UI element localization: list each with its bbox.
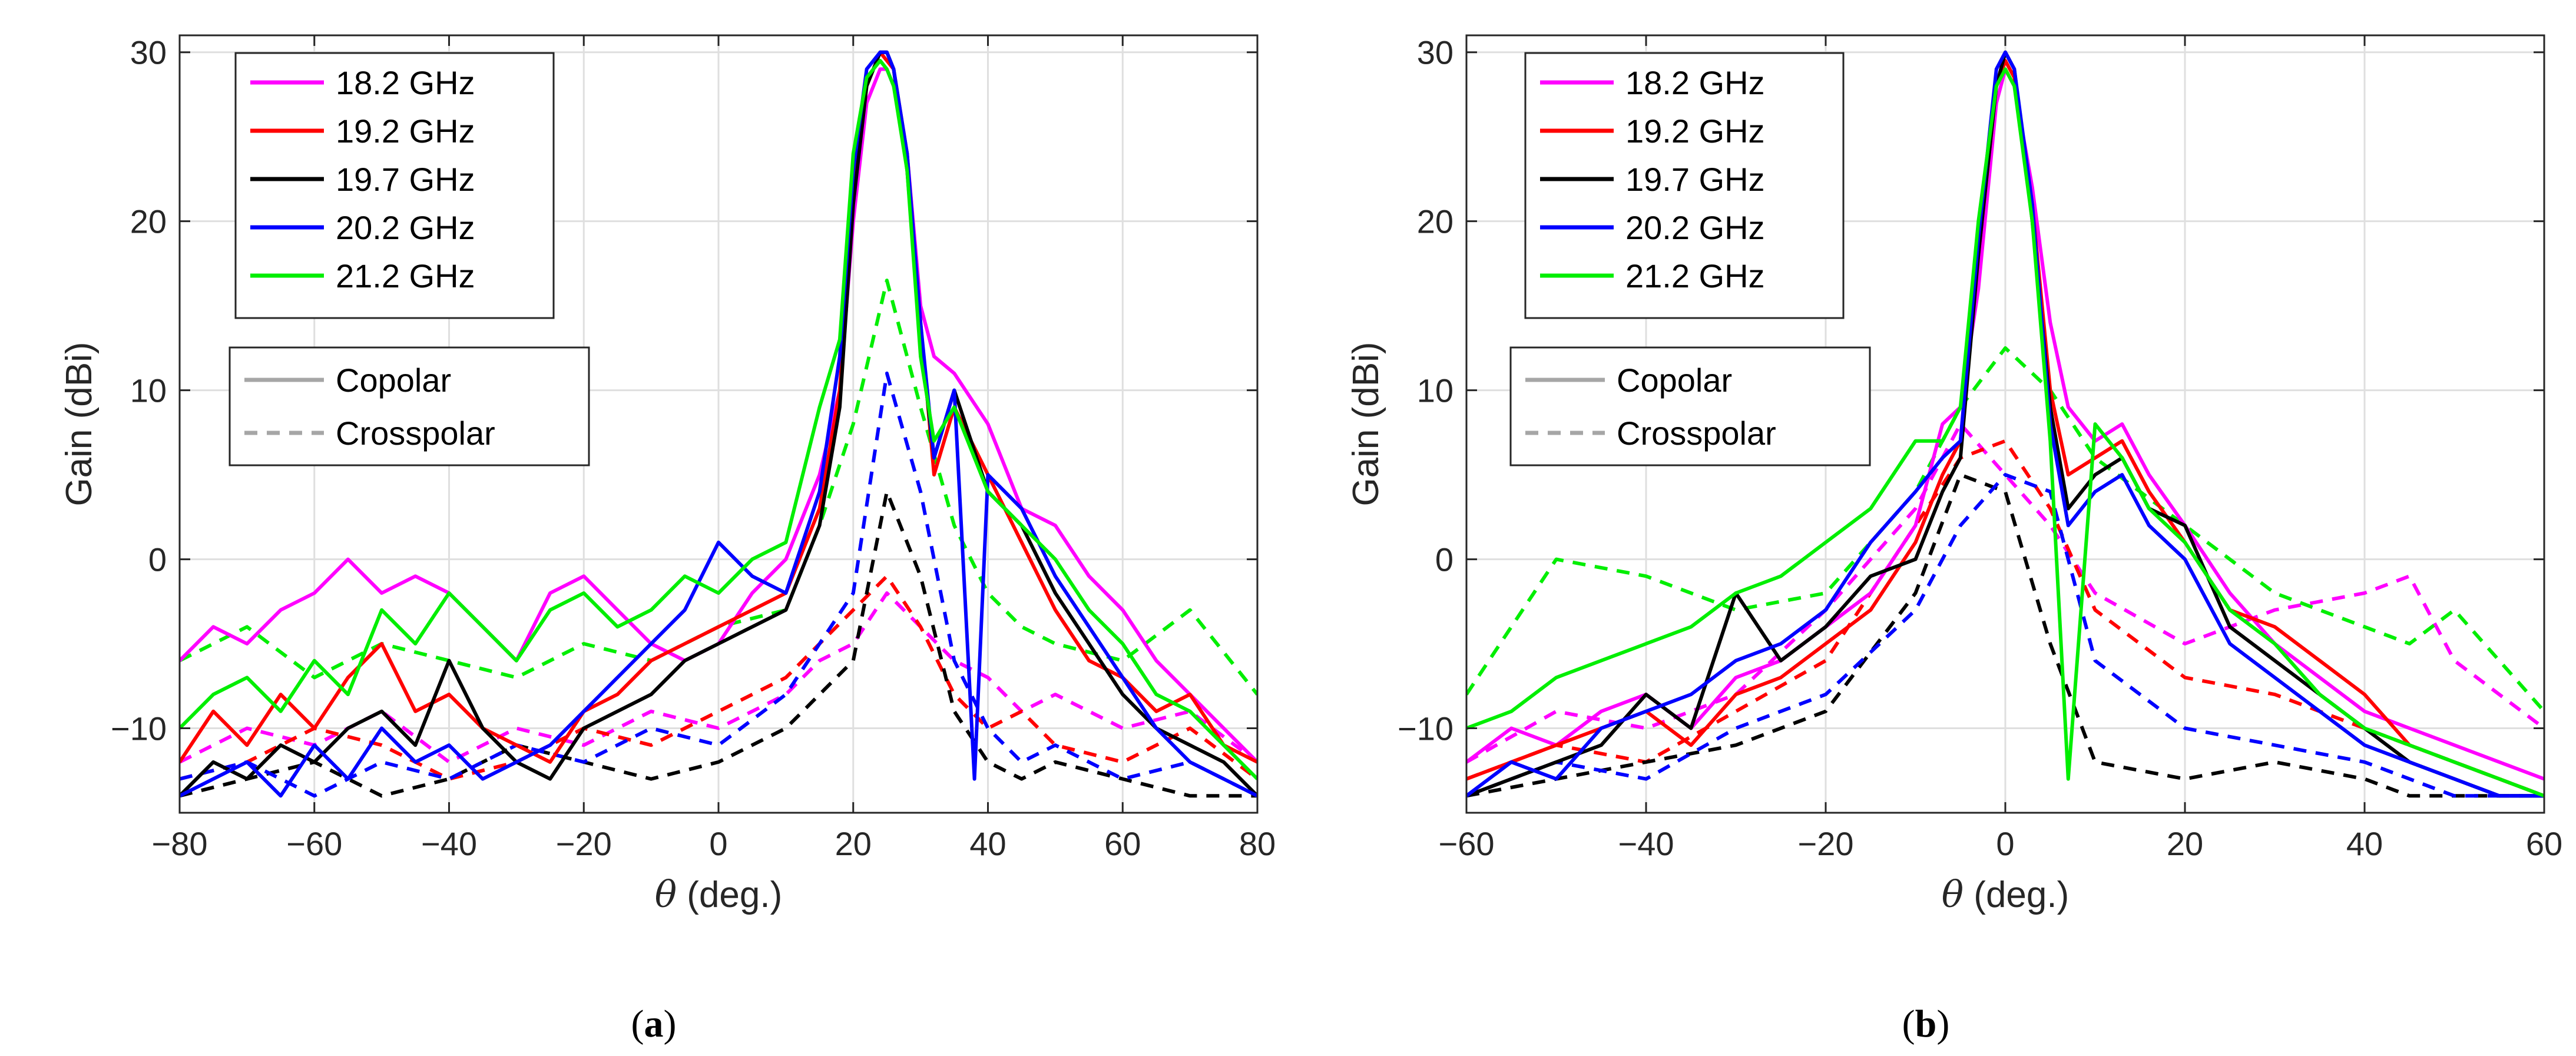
x-tick-label: 40 bbox=[969, 825, 1006, 862]
x-tick-label: 0 bbox=[709, 825, 727, 862]
legend-style-label: Copolar bbox=[336, 362, 451, 399]
legend-style-label: Crosspolar bbox=[1617, 415, 1776, 452]
x-tick-label: −60 bbox=[286, 825, 342, 862]
legend-style-label: Copolar bbox=[1617, 362, 1732, 399]
x-tick-label: −60 bbox=[1439, 825, 1495, 862]
panel-a: −80 −60 −40 −20 0 20 40 60 80 −10 0 10 20 30 Gain (dBi… bbox=[59, 34, 1276, 1045]
x-axis-label: θ (deg.) bbox=[655, 873, 783, 916]
x-tick-label: 80 bbox=[1239, 825, 1276, 862]
y-tick-label: −10 bbox=[1398, 710, 1453, 747]
x-tick-label: 20 bbox=[2167, 825, 2203, 862]
theta-symbol: θ bbox=[1942, 873, 1964, 916]
y-axis-label: Gain (dBi) bbox=[59, 342, 100, 506]
y-tick-label: −10 bbox=[111, 710, 167, 747]
legend-styles bbox=[229, 346, 590, 466]
series-line-19-7-ghz-copolar bbox=[180, 50, 1257, 797]
series-line-19-2-ghz-copolar bbox=[1466, 59, 2544, 798]
legend-label: 21.2 GHz bbox=[336, 257, 475, 294]
y-tick-label: 20 bbox=[130, 203, 167, 240]
legend-label: 20.2 GHz bbox=[336, 209, 475, 246]
series-line-20-2-ghz-crosspolar bbox=[1466, 473, 2544, 798]
series-line-21-2-ghz-crosspolar bbox=[1466, 346, 2544, 713]
x-tick-label: 60 bbox=[1104, 825, 1141, 862]
x-tick-label: 40 bbox=[2346, 825, 2383, 862]
y-tick-label: 10 bbox=[130, 372, 167, 409]
traces bbox=[180, 50, 1257, 798]
series-line-18-2-ghz-crosspolar bbox=[180, 591, 1257, 764]
x-axis-label: θ (deg.) bbox=[1942, 873, 2070, 916]
series-line-21-2-ghz-copolar bbox=[1466, 67, 2544, 798]
series-line-21-2-ghz-crosspolar bbox=[180, 279, 1257, 696]
legend-label: 21.2 GHz bbox=[1625, 257, 1765, 294]
panel-caption-open: ( bbox=[1902, 1002, 1915, 1045]
x-tick-label: −20 bbox=[1798, 825, 1854, 862]
legend-label: 18.2 GHz bbox=[336, 64, 475, 101]
legend-label: 19.2 GHz bbox=[1625, 112, 1765, 150]
legend-label: 19.2 GHz bbox=[336, 112, 475, 150]
x-tick-label: 20 bbox=[835, 825, 872, 862]
legend-label: 19.7 GHz bbox=[1625, 161, 1765, 198]
x-tick-label: −20 bbox=[556, 825, 612, 862]
panel-caption-open: ( bbox=[631, 1002, 644, 1045]
series-line-18-2-ghz-copolar bbox=[180, 67, 1257, 764]
y-axis-label: Gain (dBi) bbox=[1346, 342, 1386, 506]
x-tick-label: −80 bbox=[152, 825, 208, 862]
series-line-19-2-ghz-crosspolar bbox=[1466, 439, 2544, 798]
y-tick-label: 10 bbox=[1417, 372, 1453, 409]
x-axis-paren-close: ) bbox=[770, 875, 783, 915]
panel-caption: (a) bbox=[631, 1002, 677, 1045]
x-axis-unit: deg. bbox=[699, 875, 770, 915]
series-line-18-2-ghz-crosspolar bbox=[1466, 422, 2544, 764]
y-tick-label: 30 bbox=[130, 34, 167, 71]
series-line-21-2-ghz-copolar bbox=[180, 59, 1257, 780]
legend-label: 20.2 GHz bbox=[1625, 209, 1765, 246]
legend-style-label: Crosspolar bbox=[336, 415, 495, 452]
y-tick-label: 20 bbox=[1417, 203, 1453, 240]
panel-caption-letter: b bbox=[1915, 1002, 1937, 1045]
y-tick-label: 30 bbox=[1417, 34, 1453, 71]
x-tick-label: −40 bbox=[1618, 825, 1674, 862]
legend-label: 19.7 GHz bbox=[336, 161, 475, 198]
x-tick-label: 0 bbox=[1996, 825, 2014, 862]
traces bbox=[1466, 50, 2544, 798]
theta-symbol: θ bbox=[655, 873, 677, 916]
x-tick-label: −40 bbox=[421, 825, 477, 862]
panel-caption-close: ) bbox=[664, 1002, 677, 1045]
series-line-20-2-ghz-copolar bbox=[1466, 50, 2544, 798]
legend-label: 18.2 GHz bbox=[1625, 64, 1765, 101]
panel-caption-close: ) bbox=[1936, 1002, 1949, 1045]
x-axis-paren-open: ( bbox=[677, 875, 699, 915]
series-line-19-7-ghz-crosspolar bbox=[180, 489, 1257, 798]
y-tick-label: 0 bbox=[148, 541, 167, 578]
x-axis-unit: deg. bbox=[1986, 875, 2057, 915]
x-axis-paren-close: ) bbox=[2057, 875, 2070, 915]
x-tick-label: 60 bbox=[2526, 825, 2562, 862]
panel-caption-letter: a bbox=[644, 1002, 664, 1045]
panel-caption: (b) bbox=[1902, 1002, 1950, 1045]
x-axis-paren-open: ( bbox=[1964, 875, 1986, 915]
legend-styles bbox=[1509, 346, 1871, 466]
y-tick-label: 0 bbox=[1435, 541, 1453, 578]
series-line-20-2-ghz-crosspolar bbox=[180, 371, 1257, 798]
series-line-19-2-ghz-copolar bbox=[180, 50, 1257, 764]
series-line-19-7-ghz-crosspolar bbox=[1466, 473, 2544, 798]
